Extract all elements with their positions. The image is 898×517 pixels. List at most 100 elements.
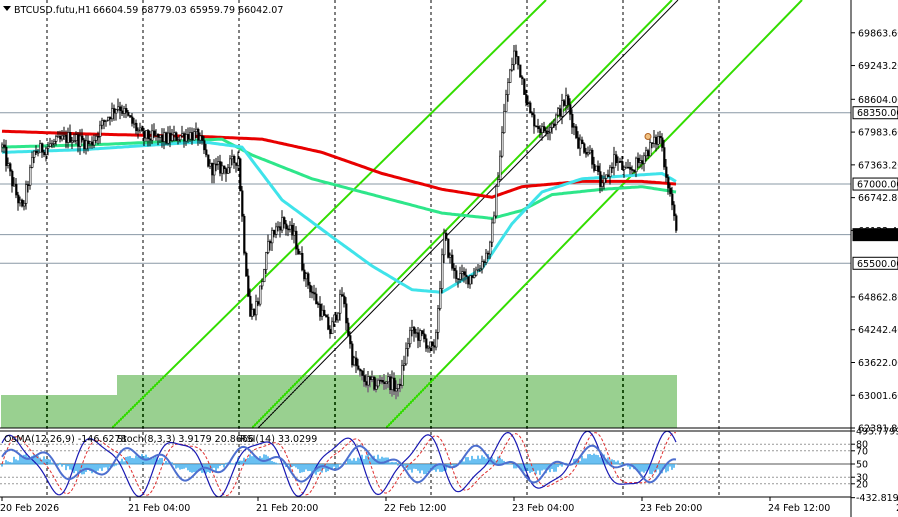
candle-body: [653, 136, 656, 144]
candle-body: [373, 376, 376, 390]
x-tick-label: 25 Feb 04:00: [896, 503, 898, 514]
candle-body: [67, 132, 70, 143]
candle-body: [473, 274, 476, 278]
candle-body: [315, 293, 318, 304]
candle-body: [593, 164, 596, 171]
candle-body: [211, 163, 214, 176]
candle-body: [623, 166, 626, 170]
y-tick-label: 64242.40: [858, 325, 898, 336]
candle-body: [155, 133, 158, 136]
candle-body: [553, 123, 556, 126]
candle-body: [257, 301, 260, 305]
candle-body: [457, 278, 460, 280]
candle-body: [189, 132, 192, 140]
candle-body: [347, 322, 350, 336]
candle-body: [603, 178, 606, 184]
candle-body: [419, 330, 422, 341]
dropdown-triangle-icon[interactable]: [3, 6, 11, 11]
candle-body: [533, 114, 536, 127]
indicator-tick-label: 50: [856, 460, 868, 471]
candle-body: [229, 158, 232, 169]
candle-body: [335, 314, 338, 321]
candle-body: [311, 291, 314, 294]
candle-body: [325, 315, 328, 318]
candle-body: [493, 215, 496, 224]
x-tick-label: 21 Feb 04:00: [128, 503, 190, 514]
candle-body: [221, 165, 224, 174]
candle-body: [79, 135, 82, 147]
candle-body: [193, 131, 196, 141]
candle-body: [5, 147, 8, 166]
candle-body: [569, 104, 572, 115]
candle-body: [123, 108, 126, 114]
candle-body: [505, 94, 508, 112]
candle-body: [529, 102, 532, 114]
stoch-label: Stoch(8,3,3) 3.9179 20.8666: [117, 434, 254, 445]
candle-body: [339, 294, 342, 314]
candle-body: [655, 136, 658, 145]
candle-body: [167, 132, 170, 144]
candle-body: [565, 95, 568, 106]
candle-body: [313, 292, 316, 295]
candle-body: [21, 199, 24, 207]
level-label-box: [852, 256, 898, 270]
channel-midline: [257, 0, 679, 429]
candle-body: [231, 156, 234, 160]
candle-body: [275, 226, 278, 235]
y-tick-label: 68604.00: [858, 95, 898, 106]
x-tick-label: 22 Feb 12:00: [384, 503, 446, 514]
candle-body: [309, 284, 312, 293]
candle-body: [281, 217, 284, 231]
candle-body: [521, 76, 524, 80]
candle-body: [485, 252, 488, 263]
candle-body: [151, 130, 154, 141]
candle-body: [129, 115, 132, 118]
candle-body: [461, 271, 464, 274]
candle-body: [241, 190, 244, 217]
candle-body: [321, 309, 324, 317]
candle-body: [385, 381, 388, 385]
candle-body: [343, 295, 346, 305]
candle-body: [33, 150, 36, 158]
candle-body: [29, 167, 32, 186]
candle-body: [295, 230, 298, 250]
candle-body: [271, 230, 274, 244]
candle-body: [583, 143, 586, 153]
indicator-tick-label: 70: [856, 446, 868, 457]
candle-body: [539, 128, 542, 134]
candle-body: [73, 140, 76, 143]
candle-body: [557, 108, 560, 116]
level-label-box: [852, 177, 898, 191]
candle-body: [621, 161, 624, 170]
candle-body: [63, 134, 66, 137]
candle-body: [555, 114, 558, 125]
candle-body: [383, 381, 386, 385]
candle-body: [663, 147, 666, 168]
candle-body: [143, 130, 146, 139]
candle-body: [233, 156, 236, 164]
candle-body: [435, 332, 438, 348]
candle-body: [367, 376, 370, 386]
candle-body: [83, 139, 86, 150]
candle-body: [205, 149, 208, 156]
candle-body: [71, 140, 74, 143]
candle-body: [445, 232, 448, 240]
ma-green-line: [1, 137, 677, 220]
rsi-label: RSI(14) 33.0299: [240, 434, 317, 445]
candle-body: [635, 157, 638, 173]
candle-body: [45, 147, 48, 156]
candle-body: [195, 128, 198, 132]
candle-body: [673, 204, 676, 217]
candle-body: [279, 226, 282, 231]
candle-body: [251, 309, 254, 317]
candle-body: [661, 137, 664, 148]
candle-body: [427, 346, 430, 349]
candle-body: [107, 117, 110, 121]
candle-body: [627, 166, 630, 169]
y-tick-label: 69863.60: [858, 28, 898, 39]
candle-body: [53, 140, 56, 144]
candle-body: [477, 269, 480, 272]
candle-body: [19, 199, 22, 204]
candle-body: [85, 140, 88, 150]
